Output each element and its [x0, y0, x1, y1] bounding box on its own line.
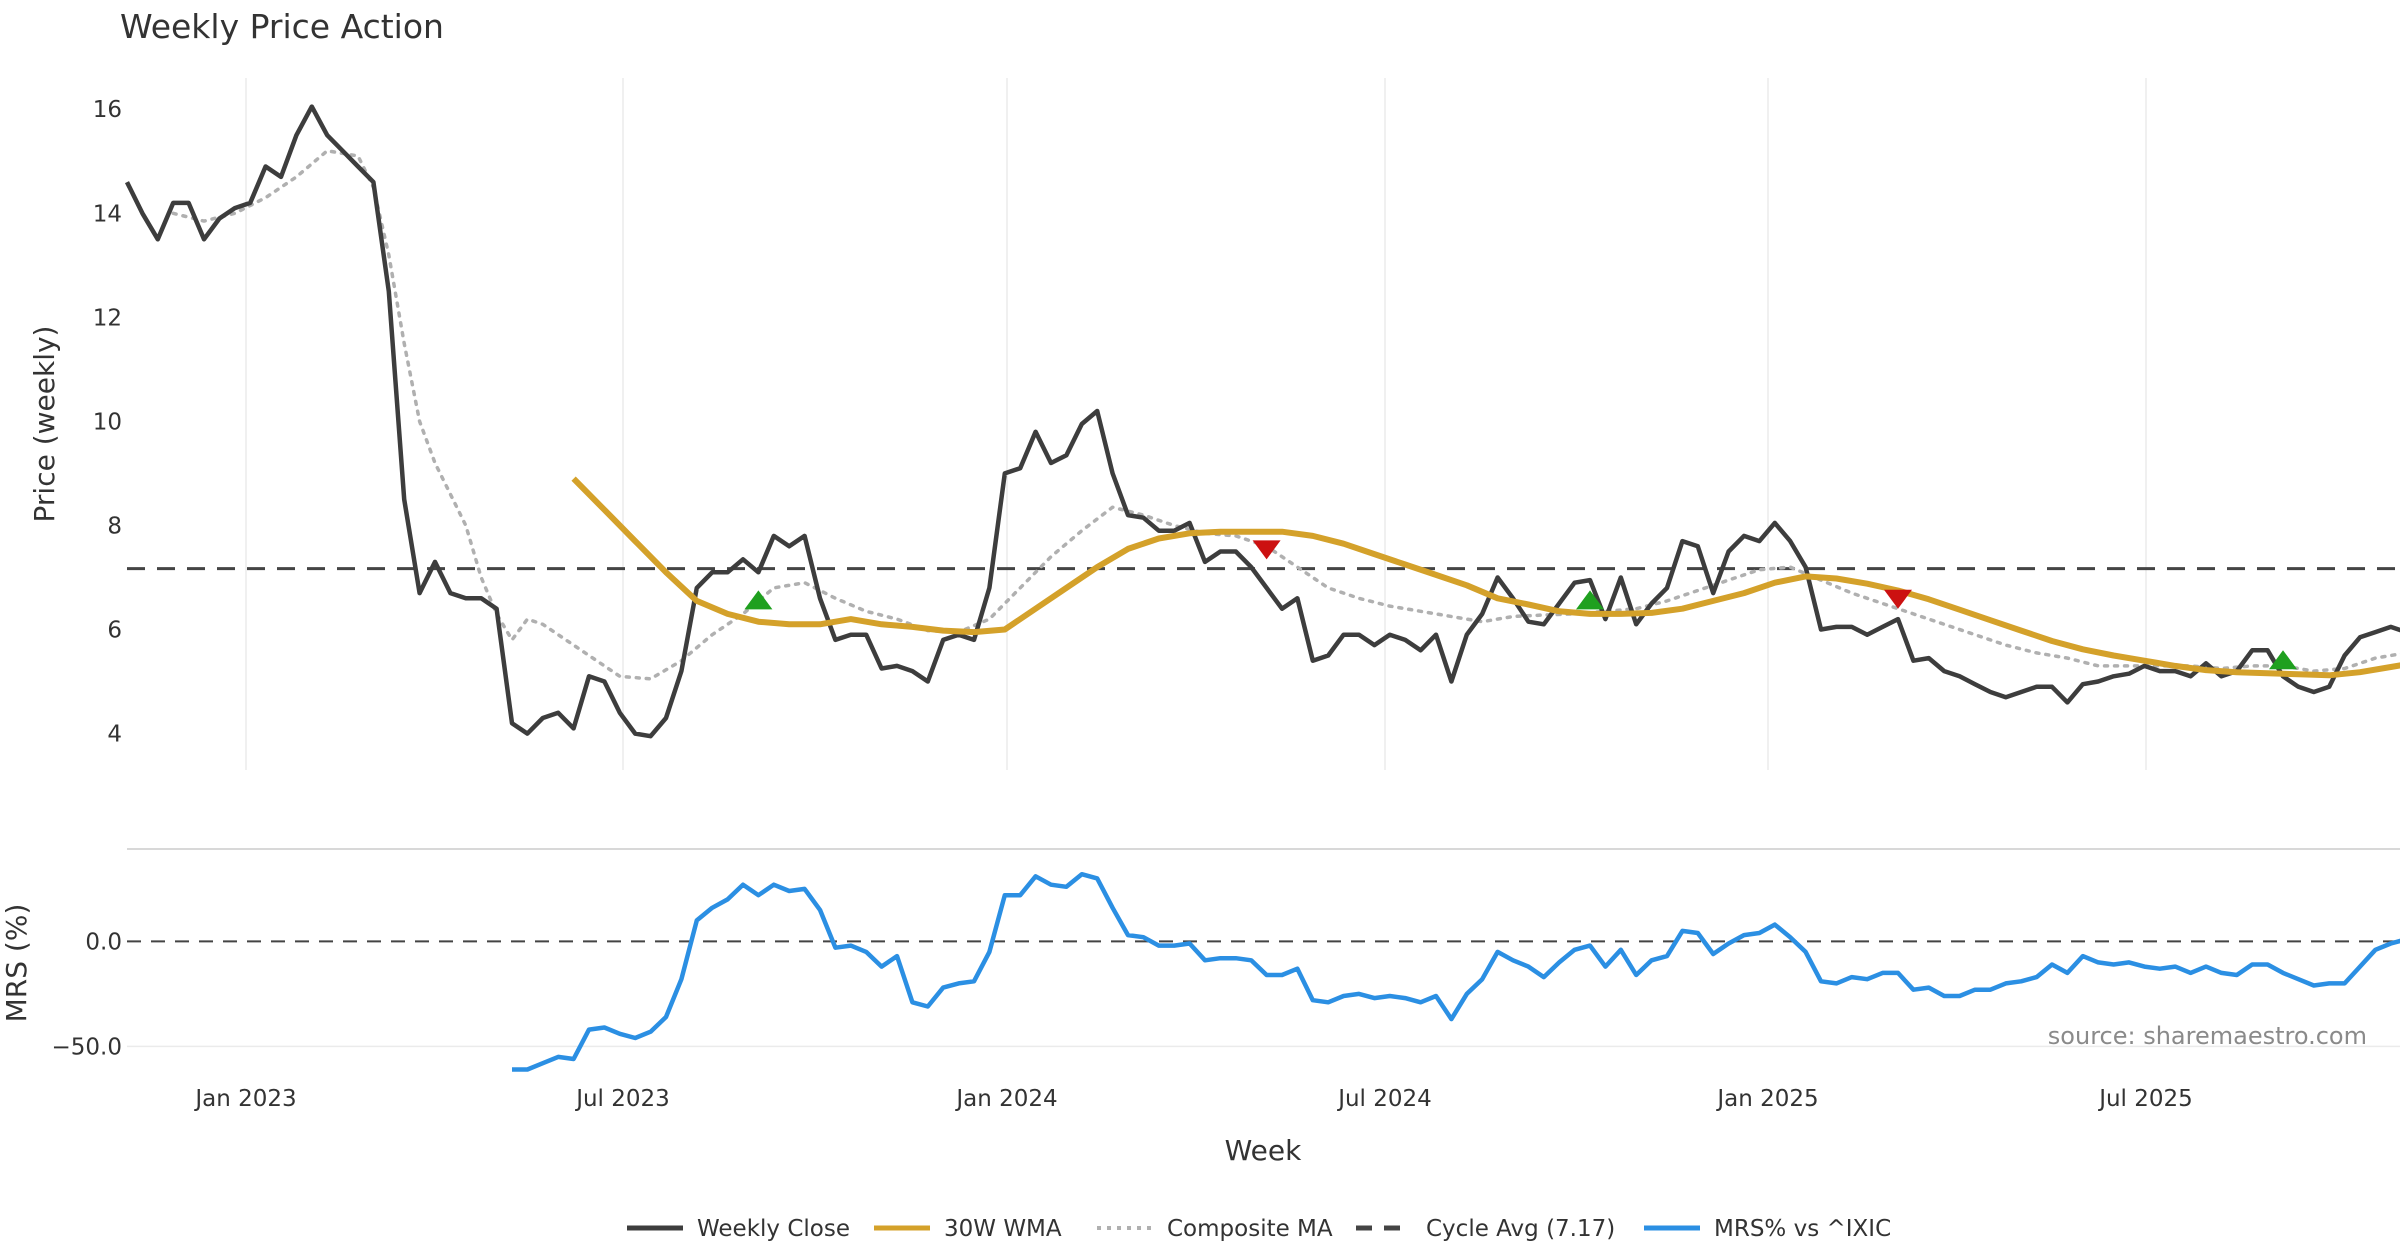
x-ticks: Jan 2023 Jul 2023 Jan 2024 Jul 2024 Jan 2025… [193, 1086, 2192, 1112]
buy-signal-marker-0 [744, 590, 773, 610]
x-tick-1: Jul 2023 [574, 1086, 670, 1112]
legend-label-1: 30W WMA [944, 1216, 1062, 1242]
signal-markers [744, 540, 2297, 670]
legend-entry-2: Composite MA [1097, 1216, 1333, 1242]
x-tick-0: Jan 2023 [193, 1086, 296, 1112]
legend-entry-0: Weekly Close [627, 1216, 850, 1242]
x-tick-4: Jan 2025 [1715, 1086, 1818, 1112]
x-tick-3: Jul 2024 [1336, 1086, 1432, 1112]
price-y-tick-10: 10 [93, 409, 122, 435]
legend-label-2: Composite MA [1167, 1216, 1333, 1242]
30w-wma-line [571, 476, 2400, 679]
price-y-tick-16: 16 [93, 97, 122, 123]
buy-signal-marker-2 [1576, 590, 1604, 610]
x-tick-2: Jan 2024 [954, 1086, 1057, 1112]
legend-label-0: Weekly Close [697, 1216, 850, 1242]
buy-signal-marker-4 [2269, 650, 2297, 670]
price-series [124, 104, 2400, 739]
weekly-close-line [124, 104, 2400, 739]
composite-ma-line [171, 149, 2400, 681]
mrs-y-ticks: 0.0 −50.0 [52, 929, 122, 1060]
chart-title: Weekly Price Action [120, 7, 444, 46]
legend-label-4: MRS% vs ^IXIC [1714, 1216, 1891, 1242]
x-tick-5: Jul 2025 [2097, 1086, 2193, 1112]
sell-signal-marker-1 [1252, 540, 1281, 560]
x-axis-label: Week [1225, 1134, 1302, 1167]
price-y-tick-14: 14 [93, 201, 122, 227]
price-y-tick-8: 8 [107, 513, 122, 539]
mrs-y-tick-1: −50.0 [52, 1034, 122, 1060]
legend-label-3: Cycle Avg (7.17) [1426, 1216, 1615, 1242]
legend: Weekly Close 30W WMA Composite MA Cycle Avg… [627, 1216, 1891, 1242]
mrs-y-axis-label: MRS (%) [0, 904, 33, 1023]
price-grid [245, 78, 2147, 770]
mrs-series [127, 871, 2400, 1072]
price-y-tick-4: 4 [107, 722, 122, 748]
mrs-y-tick-0: 0.0 [85, 929, 122, 955]
sell-signal-marker-3 [1884, 589, 1912, 609]
legend-entry-1: 30W WMA [874, 1216, 1062, 1242]
legend-entry-3: Cycle Avg (7.17) [1356, 1216, 1615, 1242]
source-credit: source: sharemaestro.com [2048, 1022, 2367, 1050]
price-y-ticks: 4 6 8 10 12 14 16 [93, 97, 122, 747]
price-y-tick-6: 6 [107, 618, 122, 644]
mrs-line [512, 871, 2400, 1072]
price-y-axis-label: Price (weekly) [28, 326, 61, 523]
price-y-tick-12: 12 [93, 305, 122, 331]
legend-entry-4: MRS% vs ^IXIC [1644, 1216, 1891, 1242]
